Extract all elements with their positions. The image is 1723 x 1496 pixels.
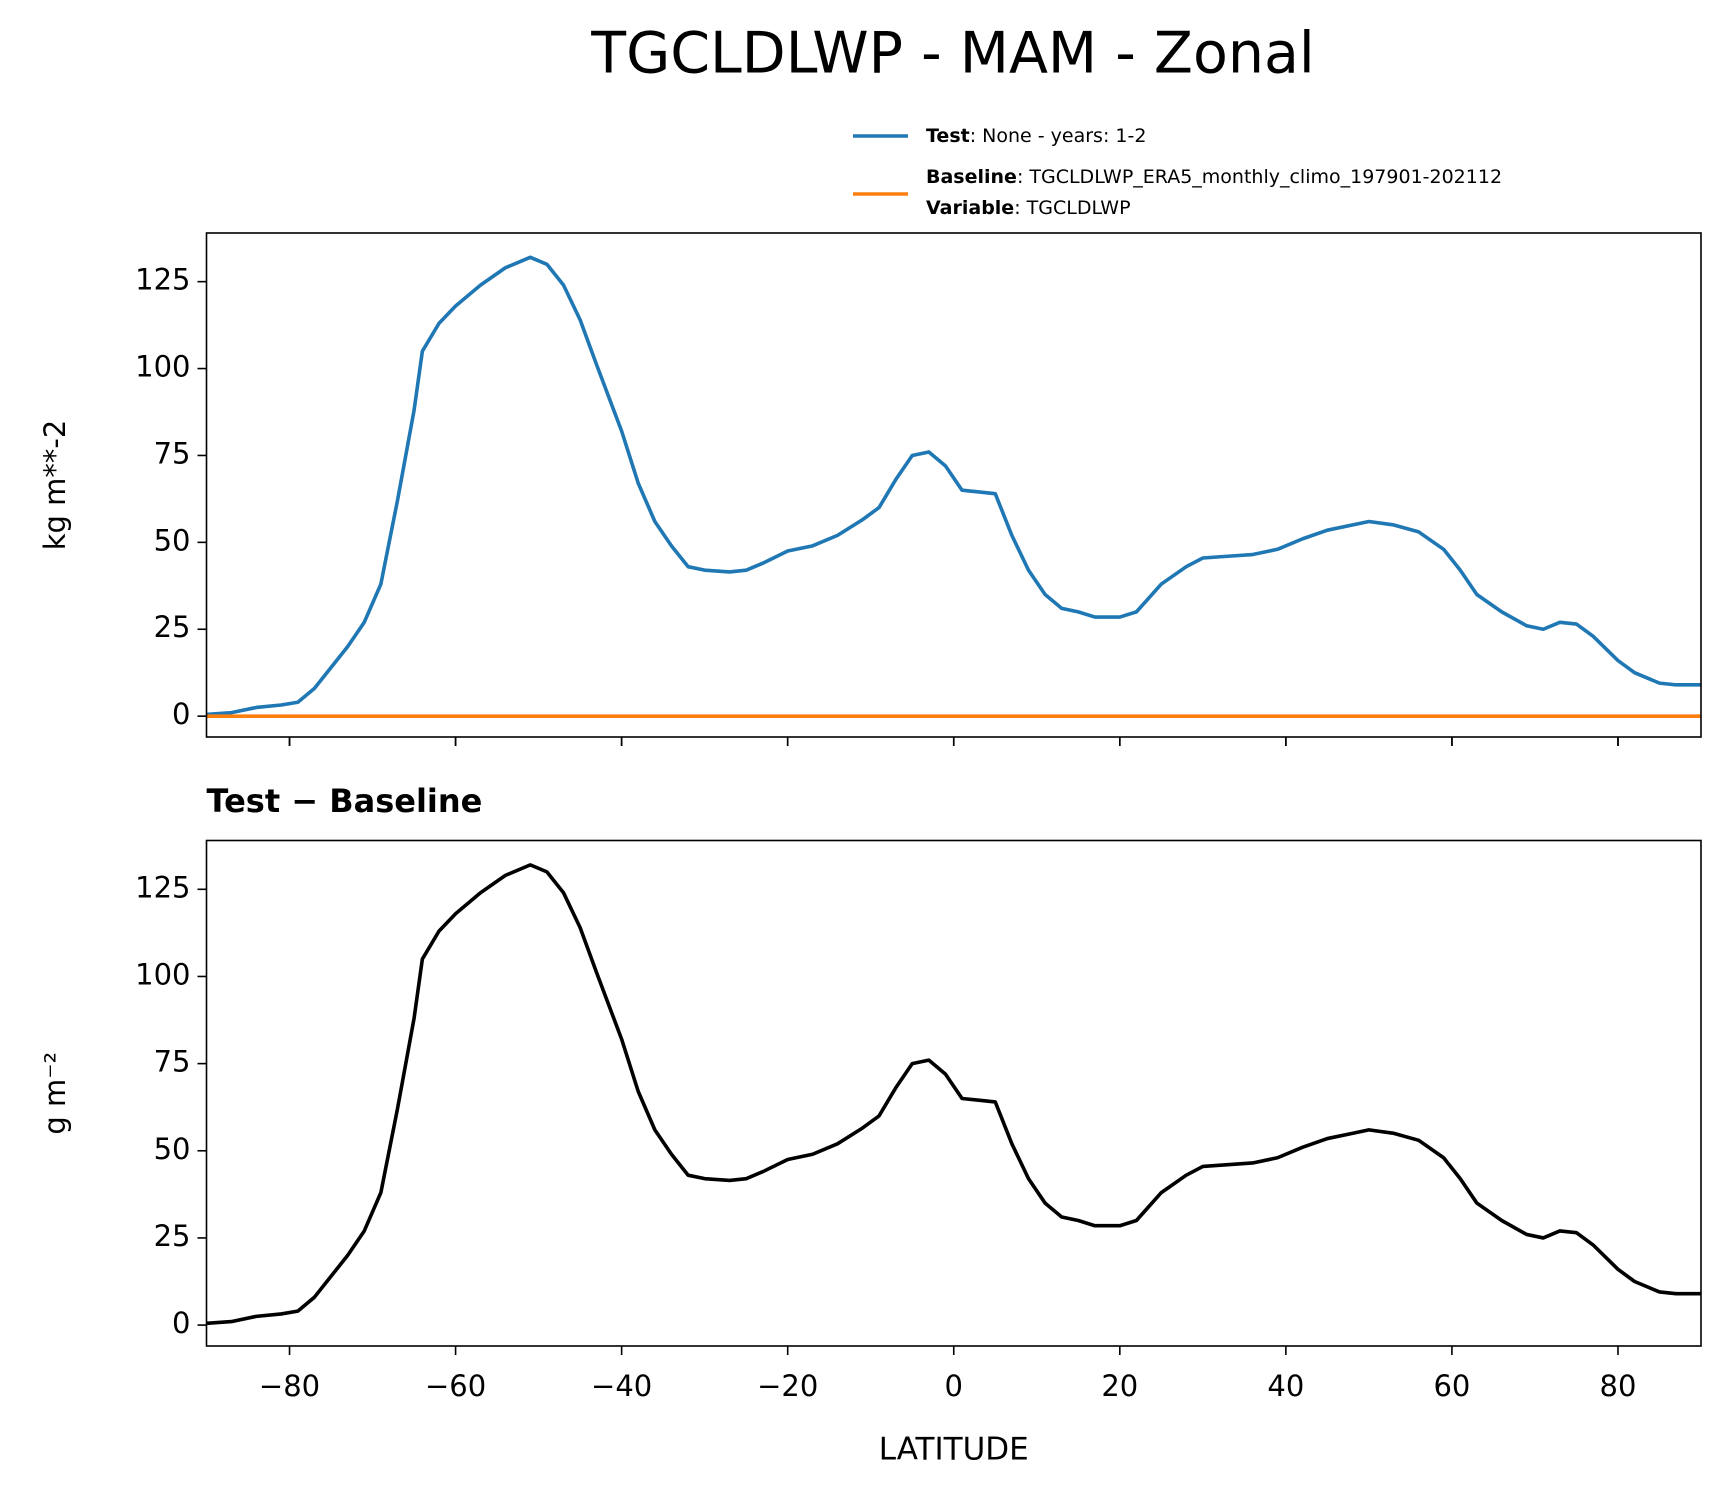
plot-frame <box>205 839 1702 1347</box>
y-tick-label: 125 <box>135 263 190 297</box>
y-axis-label: g m⁻² <box>38 1052 72 1135</box>
x-tick-label: −80 <box>259 1369 320 1403</box>
legend-text: : TGCLDLWP <box>1014 197 1130 219</box>
figure-title: TGCLDLWP - MAM - Zonal <box>590 21 1314 87</box>
x-tick-label: 40 <box>1267 1369 1304 1403</box>
y-tick-label: 75 <box>154 436 191 470</box>
y-tick-label: 25 <box>154 610 191 644</box>
series-line <box>206 255 1701 717</box>
x-tick-label: −20 <box>757 1369 818 1403</box>
x-tick-label: 80 <box>1600 1369 1637 1403</box>
y-tick-label: 50 <box>154 523 191 557</box>
x-axis-label: LATITUDE <box>879 1432 1029 1468</box>
y-tick-label: 100 <box>135 957 190 991</box>
y-axis-label: kg m**-2 <box>38 420 72 551</box>
panel-title: Test − Baseline <box>207 782 483 820</box>
y-tick-label: 0 <box>172 1306 190 1340</box>
legend-key: Baseline <box>926 166 1017 188</box>
y-tick-label: 125 <box>135 870 190 904</box>
x-tick-label: 0 <box>945 1369 963 1403</box>
series-line <box>206 863 1701 1326</box>
legend-entry: Baseline: TGCLDLWP_ERA5_monthly_climo_19… <box>926 166 1502 188</box>
y-tick-label: 100 <box>135 350 190 384</box>
legend-entry: Test: None - years: 1-2 <box>926 125 1146 147</box>
legend-key: Test <box>926 125 970 147</box>
x-tick-label: −60 <box>425 1369 486 1403</box>
y-tick-label: 50 <box>154 1132 191 1166</box>
plot-frame <box>205 232 1702 738</box>
legend-text: : TGCLDLWP_ERA5_monthly_climo_197901-202… <box>1017 166 1502 188</box>
y-tick-label: 25 <box>154 1219 191 1253</box>
x-tick-label: 60 <box>1433 1369 1470 1403</box>
y-tick-label: 0 <box>172 697 190 731</box>
x-tick-label: 20 <box>1101 1369 1138 1403</box>
y-tick-label: 75 <box>154 1045 191 1079</box>
x-tick-label: −40 <box>591 1369 652 1403</box>
legend-key: Variable <box>926 197 1014 219</box>
legend-entry: Variable: TGCLDLWP <box>926 197 1131 219</box>
legend-text: : None - years: 1-2 <box>970 125 1147 147</box>
